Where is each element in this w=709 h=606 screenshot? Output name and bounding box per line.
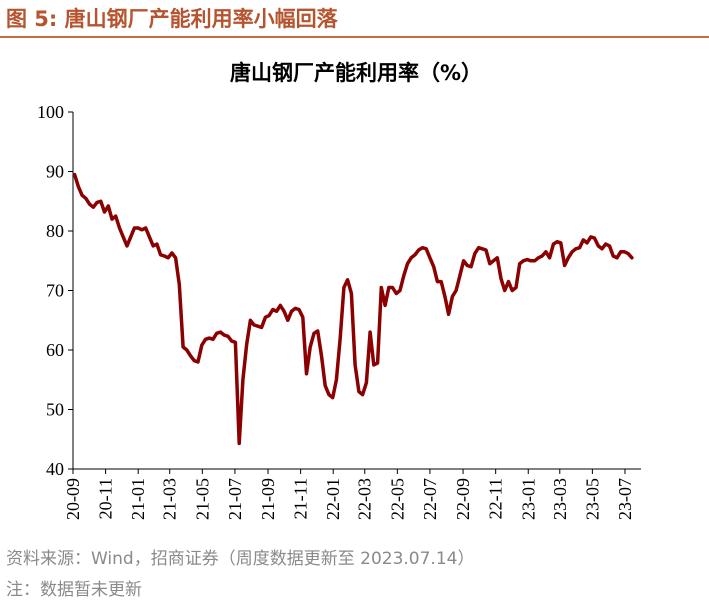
axes: 40 50 60 70 80 90 100 20-09 20-11 21-01 21-03 21-05… (37, 102, 641, 520)
y-tick-label: 40 (46, 459, 64, 479)
header-divider (0, 36, 709, 38)
x-tick-label: 22-07 (420, 478, 440, 520)
footnote: 注：数据暂未更新 (6, 580, 142, 600)
y-tick-label: 80 (46, 221, 64, 241)
x-tick-label: 23-03 (550, 478, 570, 520)
x-tick-label: 22-11 (486, 478, 506, 519)
x-tick-label: 20-09 (63, 478, 83, 520)
y-tick-label: 100 (37, 102, 64, 122)
x-tick-label: 23-07 (615, 478, 635, 520)
x-tick-label: 21-01 (128, 478, 148, 520)
x-tick-label: 21-03 (160, 478, 180, 520)
series-line (72, 172, 634, 446)
figure-title: 图 5: 唐山钢厂产能利用率小幅回落 (6, 7, 338, 31)
x-tick-label: 21-07 (225, 478, 245, 520)
y-tick-label: 70 (46, 281, 64, 301)
y-tick-label: 50 (46, 400, 64, 420)
x-tick-label: 22-03 (355, 478, 375, 520)
line-chart: 唐山钢厂产能利用率（%） 40 50 60 70 80 90 100 20-09 20-11 21… (37, 61, 641, 520)
x-tick-label: 21-11 (291, 478, 311, 519)
x-tick-label: 22-01 (323, 478, 343, 520)
y-tick-label: 90 (46, 162, 64, 182)
chart-title: 唐山钢厂产能利用率（%） (230, 61, 482, 85)
x-tick-label: 21-09 (258, 478, 278, 520)
x-tick-label: 20-11 (96, 478, 116, 519)
figure-header: 图 5: 唐山钢厂产能利用率小幅回落 (0, 0, 709, 38)
source-note: 资料来源：Wind，招商证券（周度数据更新至 2023.07.14） (6, 549, 475, 569)
x-tick-label: 22-09 (453, 478, 473, 520)
series-layer (72, 172, 634, 446)
x-tick-label: 23-01 (518, 478, 538, 520)
x-tick-label: 21-05 (192, 478, 212, 520)
x-tick-label: 23-05 (582, 478, 602, 520)
y-tick-label: 60 (46, 340, 64, 360)
x-tick-label: 22-05 (387, 478, 407, 520)
